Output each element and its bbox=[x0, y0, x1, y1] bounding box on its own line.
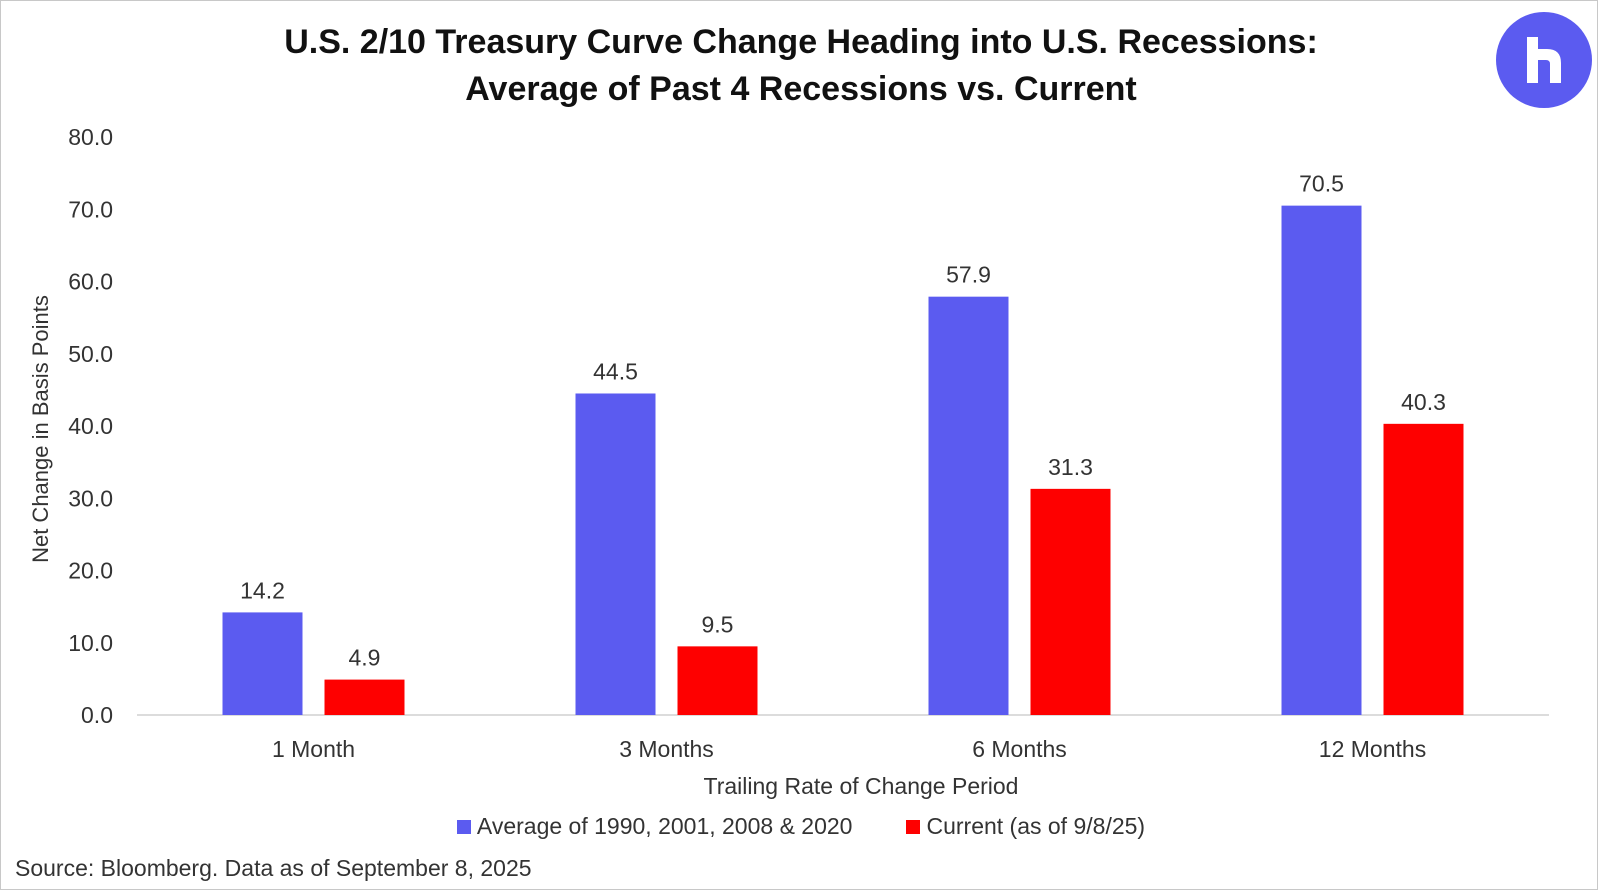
data-label-current-3: 40.3 bbox=[1401, 389, 1446, 415]
bar-average-0 bbox=[222, 612, 303, 715]
legend-swatch-current bbox=[906, 819, 921, 834]
legend-swatch-average bbox=[456, 819, 471, 834]
y-tick-label: 60.0 bbox=[68, 269, 113, 295]
legend-label-current: Current (as of 9/8/25) bbox=[926, 813, 1146, 839]
x-tick-label: 12 Months bbox=[1319, 736, 1426, 762]
data-label-current-0: 4.9 bbox=[349, 645, 381, 671]
bar-current-1 bbox=[677, 646, 758, 715]
bar-current-2 bbox=[1030, 488, 1111, 715]
data-label-current-1: 9.5 bbox=[702, 611, 734, 637]
data-label-average-2: 57.9 bbox=[946, 262, 991, 288]
chart-title-line1: U.S. 2/10 Treasury Curve Change Heading … bbox=[284, 23, 1318, 61]
data-label-average-3: 70.5 bbox=[1299, 171, 1344, 197]
y-tick-label: 70.0 bbox=[68, 196, 113, 222]
data-label-average-0: 14.2 bbox=[240, 577, 285, 603]
legend-item-current: Current (as of 9/8/25) bbox=[906, 813, 1145, 840]
bar-current-3 bbox=[1383, 423, 1464, 715]
y-tick-label: 40.0 bbox=[68, 413, 113, 439]
bar-current-0 bbox=[324, 679, 405, 715]
legend: Average of 1990, 2001, 2008 & 2020 Curre… bbox=[1, 813, 1600, 840]
source-note: Source: Bloomberg. Data as of September … bbox=[15, 855, 532, 881]
data-label-average-1: 44.5 bbox=[593, 358, 638, 384]
data-label-current-2: 31.3 bbox=[1048, 454, 1093, 480]
legend-item-average: Average of 1990, 2001, 2008 & 2020 bbox=[456, 813, 853, 840]
x-tick-label: 6 Months bbox=[972, 736, 1067, 762]
bar-average-1 bbox=[575, 393, 656, 715]
x-tick-label: 3 Months bbox=[619, 736, 714, 762]
y-tick-label: 0.0 bbox=[81, 702, 113, 728]
y-axis-title: Net Change in Basis Points bbox=[28, 295, 53, 563]
y-tick-label: 80.0 bbox=[68, 124, 113, 150]
y-tick-label: 10.0 bbox=[68, 630, 113, 656]
bar-average-3 bbox=[1281, 205, 1362, 715]
x-axis-title: Trailing Rate of Change Period bbox=[703, 773, 1019, 799]
bar-average-2 bbox=[928, 296, 1009, 715]
chart-title-line2: Average of Past 4 Recessions vs. Current bbox=[465, 70, 1137, 108]
r-logo-icon bbox=[1496, 12, 1592, 108]
x-tick-label: 1 Month bbox=[272, 736, 355, 762]
y-tick-label: 30.0 bbox=[68, 485, 113, 511]
legend-label-average: Average of 1990, 2001, 2008 & 2020 bbox=[476, 813, 853, 839]
y-tick-label: 20.0 bbox=[68, 558, 113, 584]
y-tick-label: 50.0 bbox=[68, 341, 113, 367]
